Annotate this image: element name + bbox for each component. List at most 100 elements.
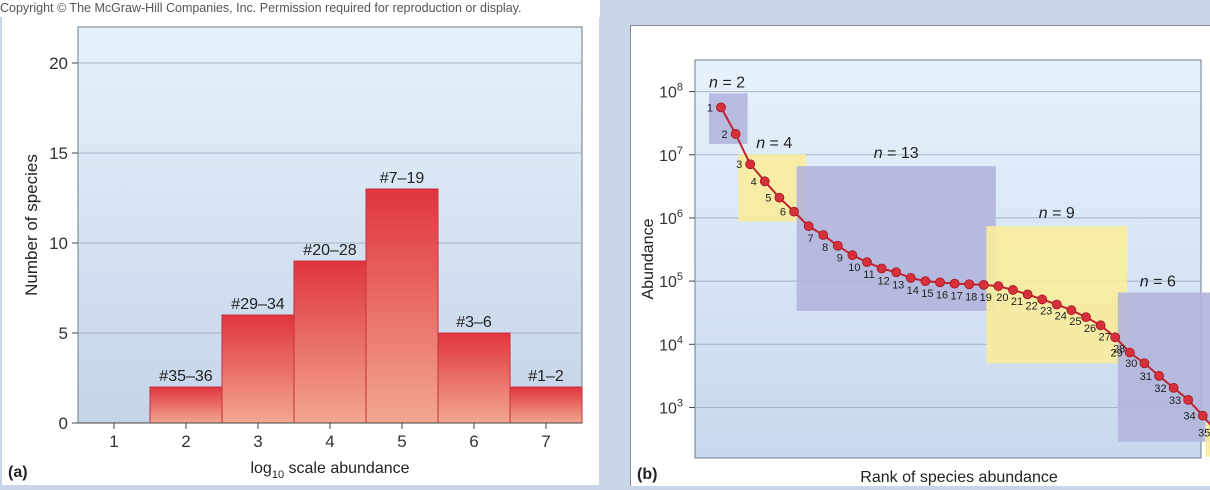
x-tick-label: 7 (541, 432, 550, 451)
group-box (1205, 422, 1210, 457)
histogram-chart: 05101520#35–36#29–34#20–28#7–19#3–6#1–21… (8, 26, 583, 481)
rank-label: 30 (1125, 358, 1137, 370)
bar-label: #35–36 (159, 368, 212, 385)
data-point (876, 263, 887, 274)
y-tick-label: 10 (49, 234, 68, 253)
histogram-bar (437, 332, 511, 424)
rank-label: 21 (1011, 296, 1023, 308)
y-tick-label: 20 (49, 54, 68, 73)
data-point (1066, 305, 1077, 316)
rank-label: 20 (996, 292, 1008, 304)
rank-label: 24 (1055, 310, 1067, 322)
data-point (832, 240, 843, 251)
rank-label: 5 (765, 193, 771, 205)
rank-label: 4 (751, 176, 757, 188)
histogram-bar (221, 314, 295, 424)
rank-label: 32 (1154, 383, 1166, 395)
data-point (1124, 347, 1135, 358)
rank-label: 29 (1111, 347, 1123, 359)
rank-label: 25 (1069, 316, 1081, 328)
panel-label: (a) (8, 464, 28, 481)
rank-label: 11 (863, 269, 874, 281)
data-point (905, 273, 916, 283)
data-point (803, 221, 814, 232)
data-point (716, 102, 726, 113)
rank-label: 13 (892, 279, 904, 291)
rank-label: 23 (1040, 305, 1052, 317)
group-box (1117, 292, 1210, 442)
group-label: n = 9 (1039, 205, 1075, 222)
data-point (730, 129, 741, 139)
bar-label: #1–2 (528, 368, 564, 385)
data-point (1008, 285, 1018, 295)
rank-label: 28 (1113, 343, 1125, 355)
data-point (1022, 289, 1033, 300)
panel-label: (b) (637, 466, 657, 483)
y-tick-label: 103 (659, 397, 683, 417)
data-point (1183, 394, 1194, 405)
x-tick-label: 2 (181, 432, 190, 451)
data-point (964, 279, 975, 290)
bar-label: #7–19 (380, 170, 425, 187)
rank-label: 2 (721, 129, 727, 141)
data-point (1095, 320, 1106, 331)
y-axis-label: Abundance (640, 218, 657, 299)
data-point (759, 176, 770, 187)
x-tick-label: 3 (253, 432, 262, 451)
y-tick-label: 105 (659, 271, 683, 291)
data-point (978, 280, 989, 290)
rank-label: 3 (736, 159, 742, 171)
rank-label: 7 (808, 233, 814, 245)
bar-label: #29–34 (231, 296, 284, 313)
rank-label: 27 (1098, 331, 1110, 343)
data-point (789, 206, 799, 217)
rank-label: 22 (1025, 300, 1037, 312)
rank-label: 31 (1140, 371, 1152, 383)
x-tick-label: 5 (397, 432, 406, 451)
copyright-notice: Copyright © The McGraw-Hill Companies, I… (0, 0, 600, 17)
data-point (891, 267, 902, 278)
histogram-bar (149, 386, 223, 424)
rank-label: 17 (950, 291, 962, 303)
data-point (935, 277, 945, 288)
y-tick-label: 15 (49, 144, 68, 163)
rank-label: 33 (1169, 395, 1181, 407)
data-point (1081, 312, 1091, 323)
rank-label: 35 (1198, 428, 1210, 440)
data-point (818, 230, 829, 240)
group-label: n = 6 (1140, 273, 1176, 290)
rank-label: 14 (907, 285, 919, 297)
x-axis-label: log10 scale abundance (250, 460, 409, 481)
group-label: n = 2 (709, 74, 745, 91)
y-tick-label: 104 (659, 334, 683, 354)
data-point (1037, 294, 1048, 305)
data-point (1154, 370, 1164, 381)
data-point (774, 192, 785, 203)
data-point (847, 250, 858, 261)
rank-label: 26 (1084, 323, 1096, 335)
histogram-bar (365, 188, 439, 424)
group-box (986, 226, 1128, 364)
data-point (993, 281, 1004, 292)
bar-label: #20–28 (303, 242, 356, 259)
rank-label: 16 (936, 289, 948, 301)
y-tick-label: 106 (659, 208, 683, 228)
rank-label: 10 (848, 262, 860, 274)
data-point (1139, 358, 1150, 369)
rank-label: 8 (822, 242, 828, 254)
data-point (1110, 332, 1121, 343)
y-tick-label: 107 (659, 145, 683, 165)
data-point (949, 278, 960, 289)
rank-label: 15 (921, 288, 933, 300)
histogram-panel: 0 5 10 15 20 #35–36 #29–34 #20–28 #7–19 #3–6 #1–2 1… (2, 17, 599, 485)
data-point (920, 276, 931, 287)
rank-label: 18 (965, 291, 977, 303)
x-tick-label: 1 (109, 432, 118, 451)
histogram-bar (293, 260, 367, 424)
rank-label: 12 (877, 275, 889, 287)
data-point (862, 257, 872, 268)
rank-label: 1 (707, 102, 713, 114)
rank-label: 19 (980, 292, 992, 304)
